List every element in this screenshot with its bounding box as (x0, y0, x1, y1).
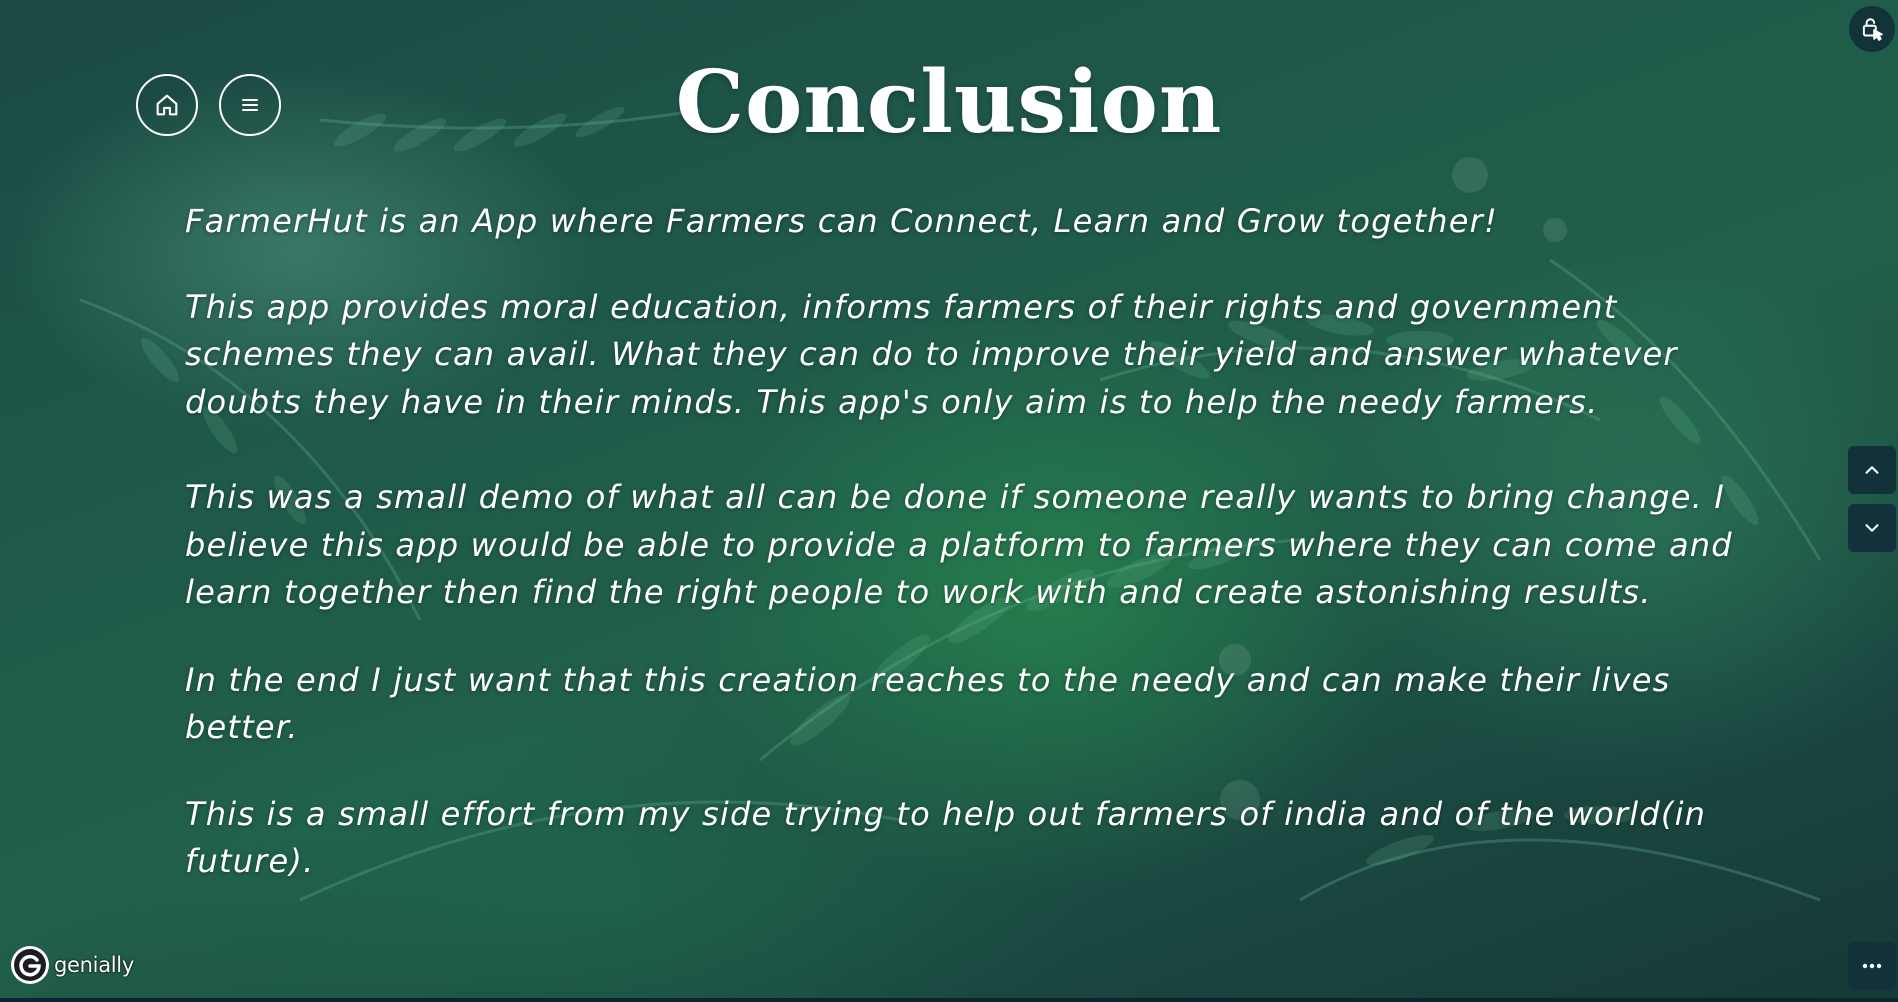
home-button[interactable] (136, 74, 198, 136)
home-icon (156, 94, 178, 116)
chevron-up-icon (1865, 466, 1879, 474)
paragraph-demo: This was a small demo of what all can be… (185, 478, 1733, 611)
slide-body: FarmerHut is an App where Farmers can Co… (185, 198, 1745, 886)
page-title: Conclusion (675, 52, 1223, 153)
genially-brand-link[interactable]: genially (10, 945, 134, 985)
paragraph-features: This app provides moral education, infor… (185, 287, 1678, 421)
unlock-button[interactable] (1849, 6, 1895, 52)
more-options-button[interactable] (1848, 942, 1896, 990)
menu-button[interactable] (219, 74, 281, 136)
bottom-progress-bar (0, 998, 1898, 1002)
chevron-down-icon (1865, 524, 1879, 532)
menu-icon (242, 99, 258, 111)
paragraph-hope: In the end I just want that this creatio… (185, 660, 1671, 747)
previous-slide-button[interactable] (1848, 446, 1896, 494)
paragraph-intro: FarmerHut is an App where Farmers can Co… (185, 202, 1499, 240)
unlock-pointer-icon (1862, 18, 1883, 41)
more-dots-icon (1862, 963, 1882, 969)
next-slide-button[interactable] (1848, 504, 1896, 552)
paragraph-effort: This is a small effort from my side tryi… (185, 794, 1707, 881)
brand-name: genially (54, 953, 134, 977)
genially-logo-icon (11, 946, 49, 984)
